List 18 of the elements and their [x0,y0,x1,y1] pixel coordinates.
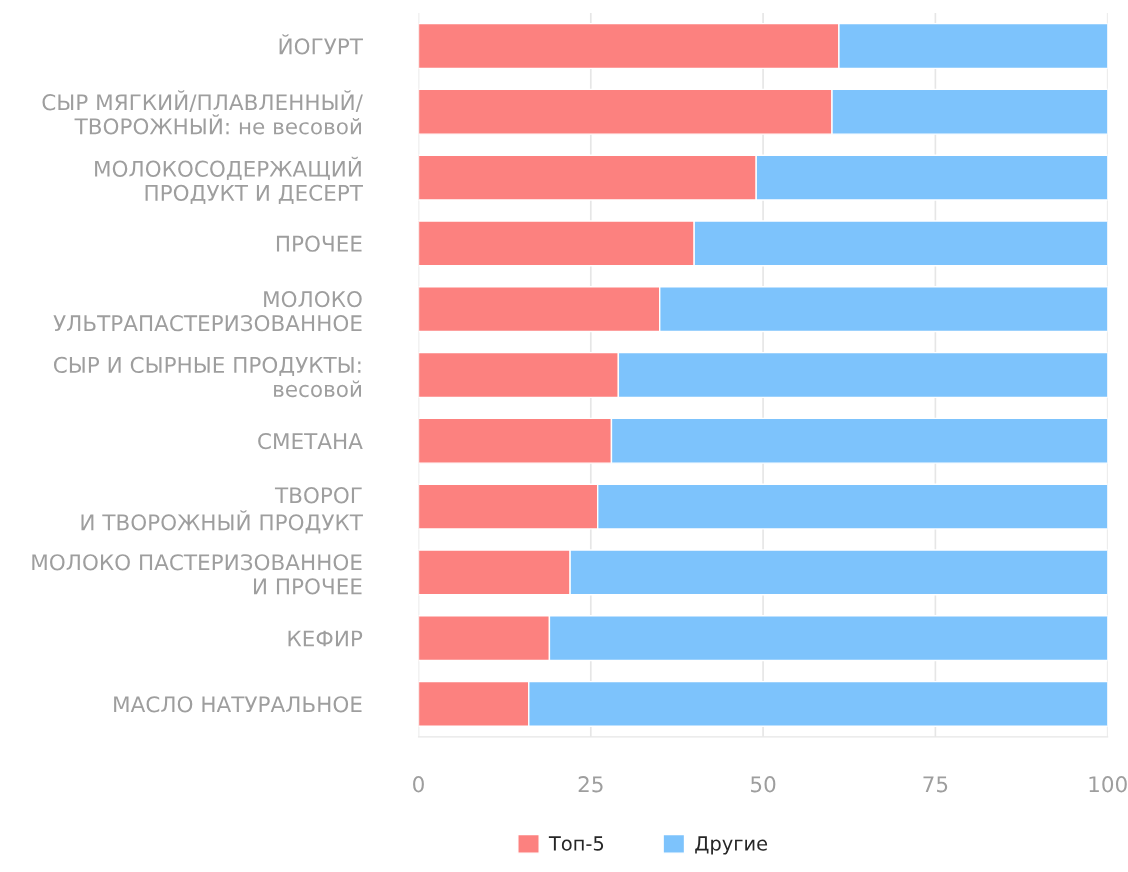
y-tick-label: ЙОГУРТ [279,34,363,55]
y-tick-label: ПРОЧЕЕ [276,235,362,252]
y-tick-label: КЕФИР [288,630,363,647]
x-tick-label: 50 [751,776,776,793]
y-tick-label: СМЕТАНА [258,432,363,450]
legend-label: Топ-5 [548,836,604,851]
legend-label: Другие [695,836,768,855]
y-tick-label: СЫР И СЫРНЫЕ ПРОДУКТЫ: весовой [53,356,361,398]
y-tick-label: СЫР МЯГКИЙ/ПЛАВЛЕННЫЙ/ ТВОРОЖНЫЙ: не весовой [42,90,363,135]
y-tick-label: МОЛОКОСОДЕРЖАЩИЙ ПРОДУКТ И ДЕСЕРТ [95,156,363,205]
y-tick-label: МОЛОКО ПАСТЕРИЗОВАННОЕ И ПРОЧЕЕ [32,554,362,595]
y-tick-label: МОЛОКО УЛЬТРАПАСТЕРИЗОВАННОЕ [53,290,362,332]
x-tick-label: 25 [578,776,603,793]
y-tick-label: МАСЛО НАТУРАЛЬНОЕ [114,696,362,713]
x-tick-label: 0 [413,776,424,793]
x-tick-label: 75 [923,776,948,793]
y-tick-label: ТВОРОГ И ТВОРОЖНЫЙ ПРОДУКТ [81,487,363,534]
x-tick-label: 100 [1089,776,1127,793]
